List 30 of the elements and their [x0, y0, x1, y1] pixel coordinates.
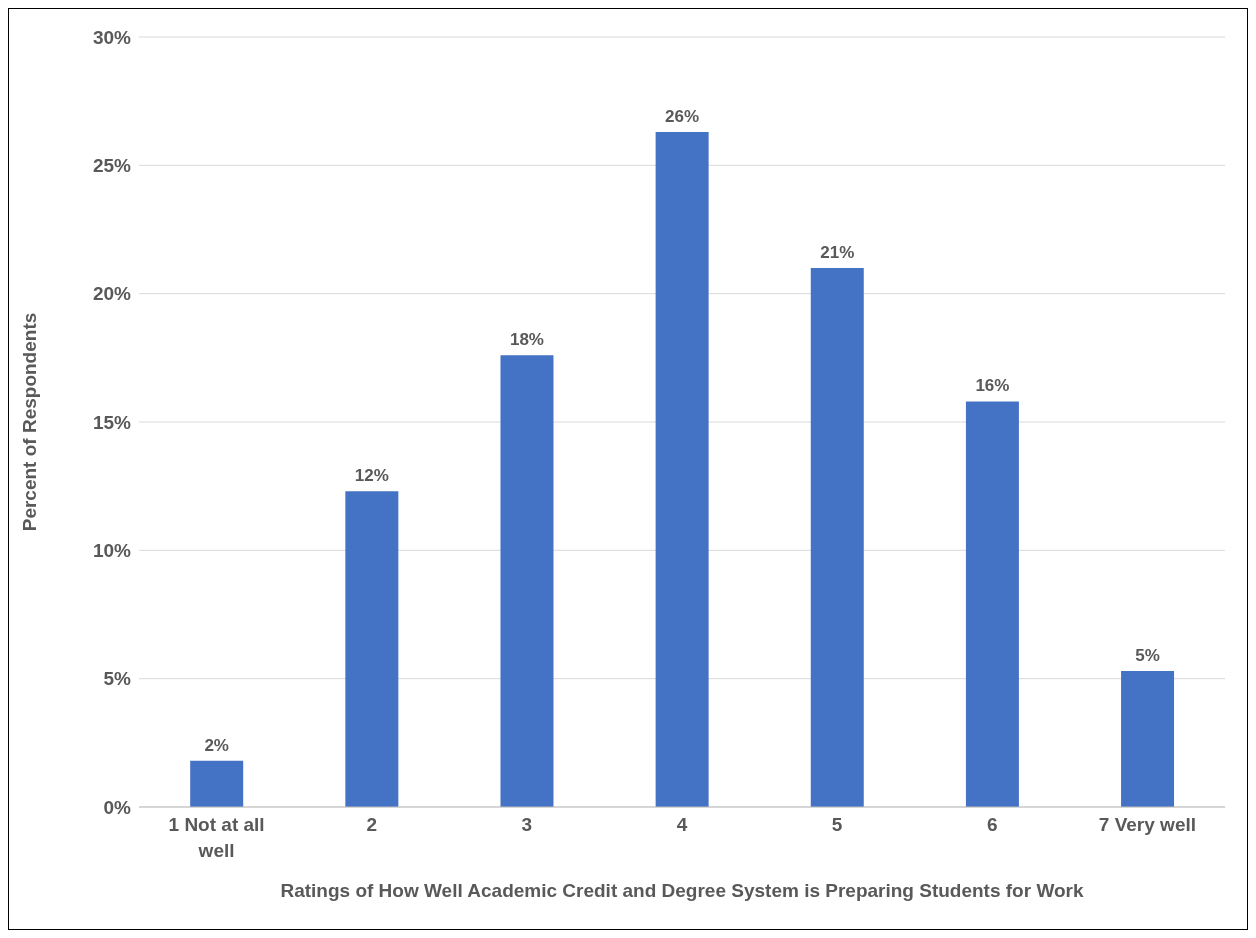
x-tick-label: 4 [676, 814, 688, 835]
y-axis-title: Percent of Respondents [18, 312, 40, 532]
bar [345, 491, 399, 807]
y-tick-label: 25% [92, 155, 132, 177]
x-tick-label: 5 [831, 814, 843, 835]
data-label: 16% [975, 376, 1010, 396]
bar [1121, 670, 1175, 807]
x-tick-label: 7 Very well [1098, 814, 1197, 835]
y-tick-label: 20% [92, 283, 132, 305]
bar [655, 131, 709, 807]
data-label: 2% [204, 735, 229, 755]
bar [810, 268, 864, 807]
x-tick-label: 6 [987, 814, 998, 835]
x-tick-label: 3 [521, 814, 533, 835]
data-label: 5% [1135, 645, 1160, 665]
bar [500, 355, 554, 807]
y-tick-label: 5% [103, 668, 132, 690]
data-label: 26% [665, 106, 700, 126]
data-label: 21% [820, 243, 855, 262]
x-tick-label: 2 [366, 814, 377, 835]
x-axis-title: Ratings of How Well Academic Credit and Degree System is Preparing Students for Work [280, 880, 1084, 901]
y-tick-label: 15% [92, 411, 132, 433]
bar [965, 401, 1019, 807]
data-label: 18% [509, 330, 544, 350]
y-tick-label: 30% [92, 26, 132, 48]
bar [190, 760, 244, 807]
data-label: 12% [354, 466, 389, 486]
y-tick-label: 0% [103, 796, 132, 818]
x-tick-label: 1 Not at all well [168, 814, 265, 861]
y-tick-label: 10% [92, 540, 132, 562]
